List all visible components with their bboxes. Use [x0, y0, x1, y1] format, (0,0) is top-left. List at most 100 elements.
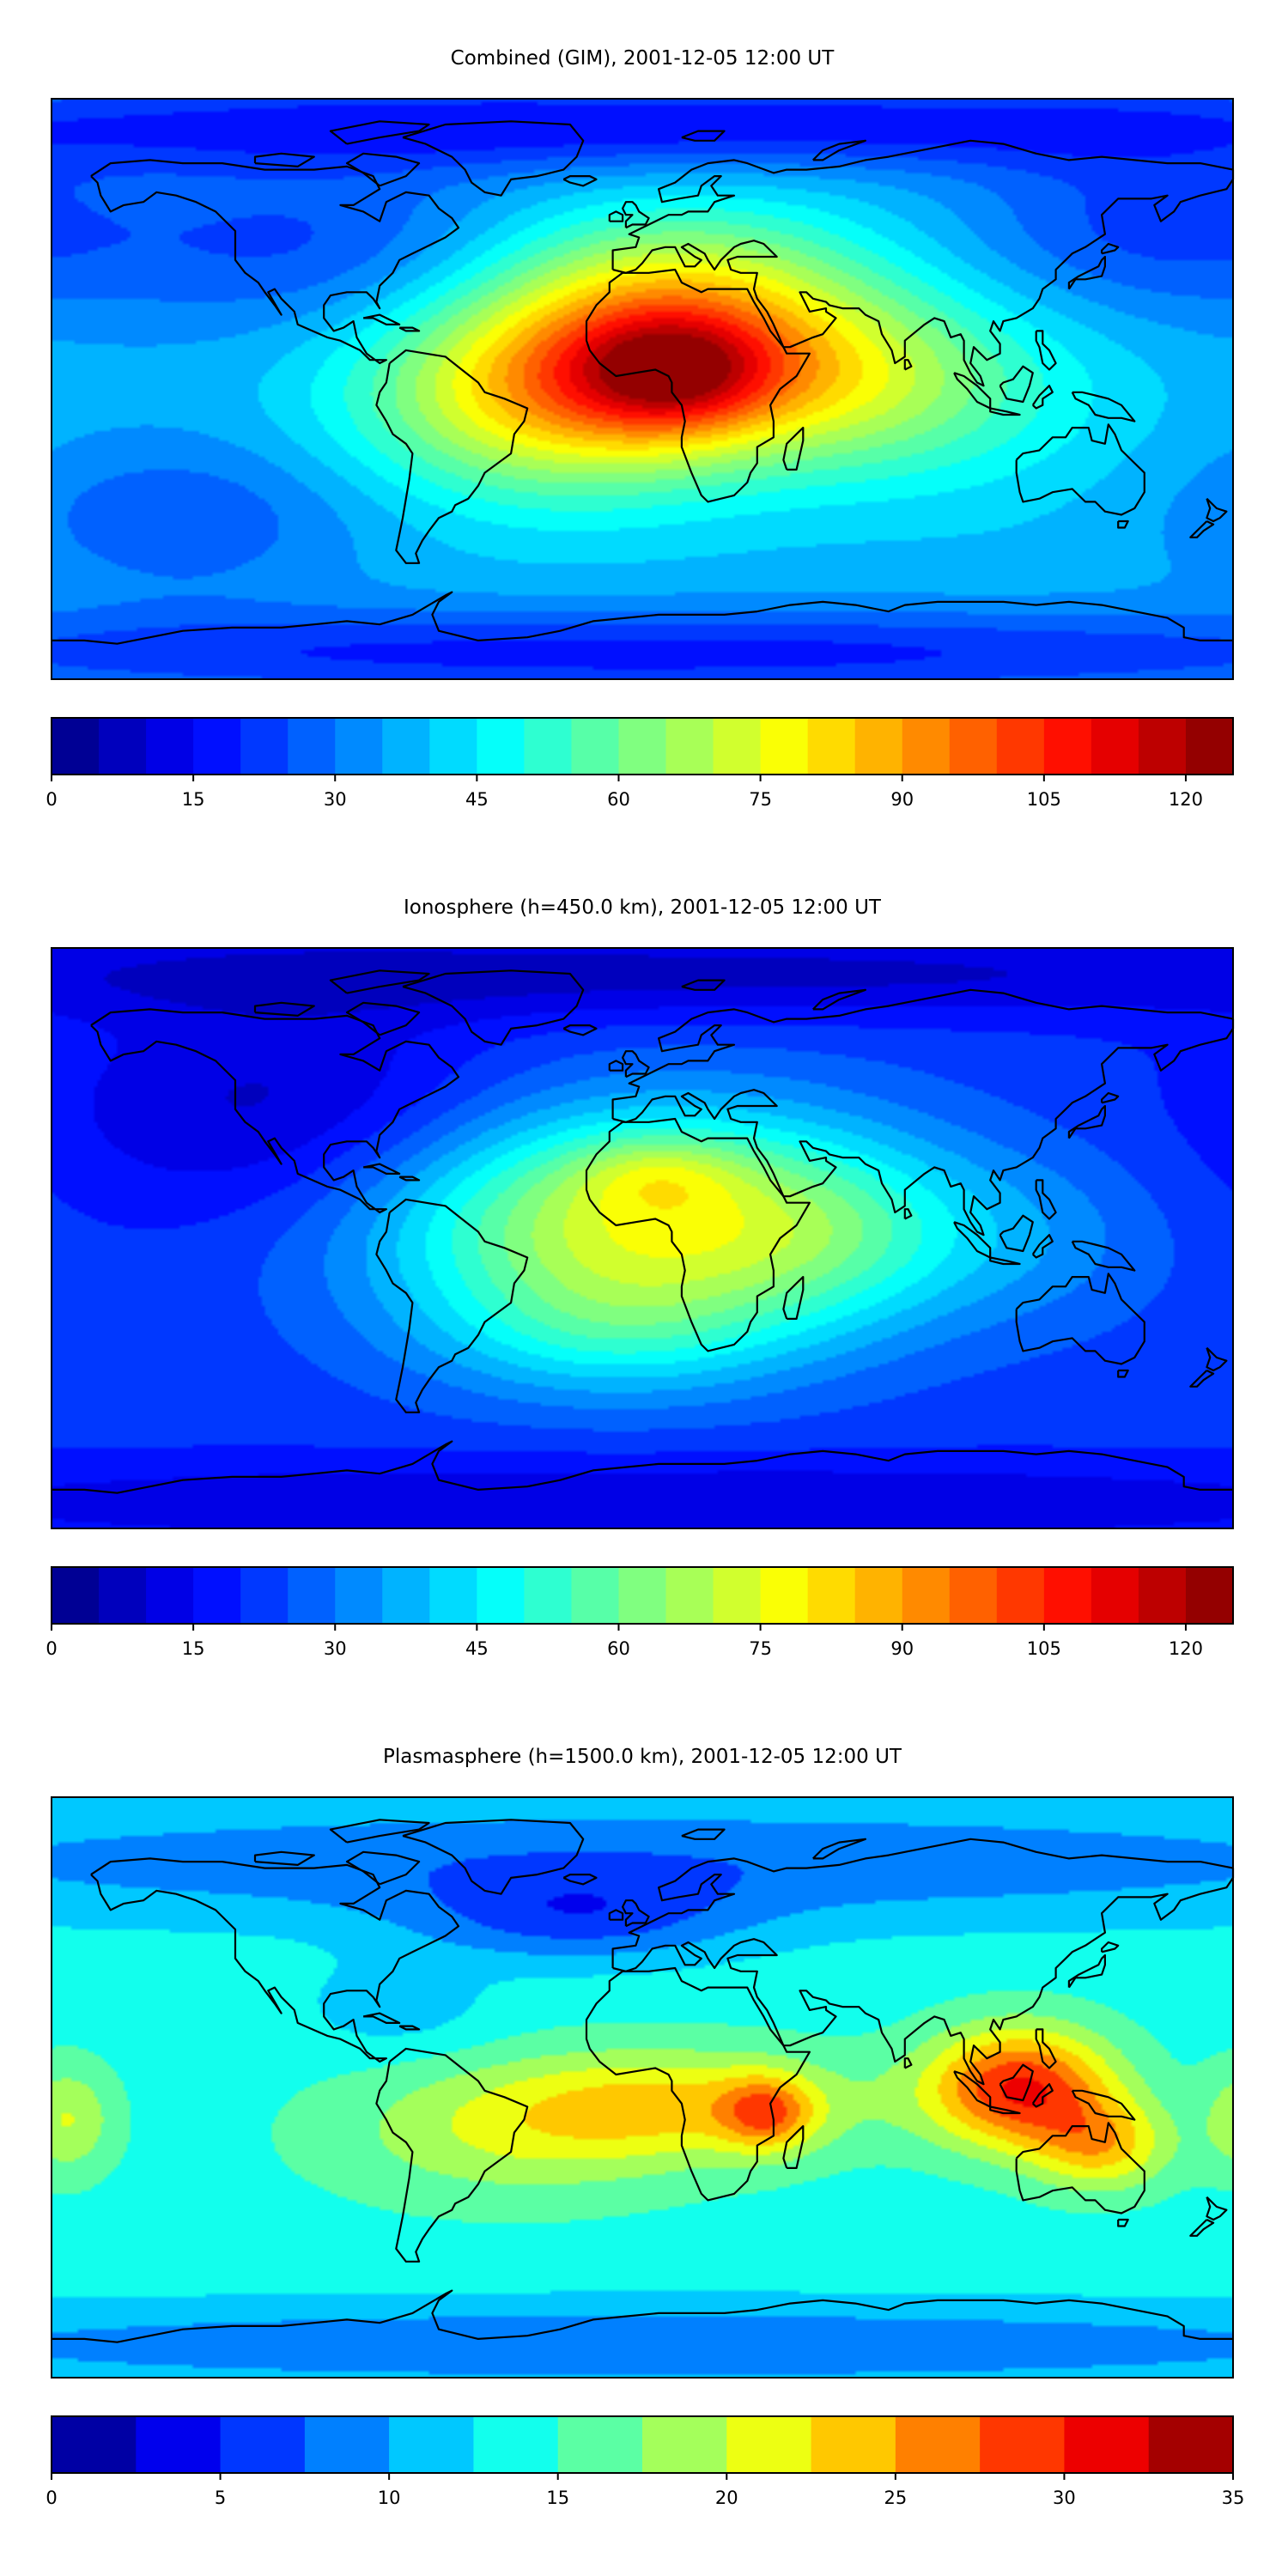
colorbar-swatch-17	[854, 1567, 903, 1624]
colorbar-tick-label: 15	[182, 789, 205, 810]
coastline-0	[90, 159, 460, 365]
coastline-25	[812, 139, 867, 161]
coastline-4	[782, 2125, 805, 2169]
colorbar-tick-label: 105	[1027, 789, 1061, 810]
coastline-3	[585, 1966, 811, 2202]
coastline-1	[402, 1819, 585, 1895]
coastline-5	[611, 988, 1235, 1236]
coastline-2	[375, 349, 529, 564]
colorbar: 0 15 30 45 60 75 90 105 120	[46, 717, 1234, 810]
colorbar-tick-label: 45	[465, 789, 489, 810]
colorbar-swatch-3	[193, 1567, 241, 1624]
colorbar-tick-label: 30	[1053, 2488, 1076, 2508]
colorbar-swatch-6	[557, 2416, 643, 2473]
colorbar-frame	[51, 717, 1234, 775]
coastline-10	[1100, 242, 1120, 255]
colorbar-swatch-10	[895, 2416, 981, 2473]
colorbar-swatch-5	[473, 2416, 559, 2473]
coastline-19	[1117, 519, 1129, 529]
coastline-3	[585, 1117, 811, 1352]
coastline-20	[1206, 497, 1228, 523]
colorbar-swatch-15	[760, 1567, 809, 1624]
coastline-3	[585, 268, 811, 503]
colorbar-swatch-14	[713, 1567, 762, 1624]
heatmap-image	[52, 948, 1233, 1528]
colorbar-tick-label: 105	[1027, 1638, 1061, 1659]
colorbar-swatch-9	[811, 2416, 896, 2473]
coastline-13	[989, 2105, 1021, 2115]
panel-combined: Combined (GIM), 2001-12-05 12:00 UT 0 15 3…	[46, 47, 1235, 810]
colorbar-swatch-0	[52, 1567, 100, 1624]
coastline-21	[1189, 520, 1215, 538]
coastline-11	[903, 2057, 913, 2069]
colorbar-tick-label: 90	[890, 789, 914, 810]
colorbar-frame	[51, 2415, 1234, 2474]
colorbar-swatch-10	[524, 1567, 573, 1624]
colorbar-swatch-8	[429, 718, 477, 775]
panel-ionosphere: Ionosphere (h=450.0 km), 2001-12-05 12:0…	[46, 896, 1235, 1659]
colorbar-swatch-4	[240, 718, 289, 775]
coastline-15	[1031, 1234, 1054, 1259]
colorbar-tick-label: 20	[715, 2488, 738, 2508]
colorbar-swatch-24	[1185, 1567, 1234, 1624]
coastline-15	[1031, 2083, 1054, 2108]
colorbar-tick-label: 120	[1169, 1638, 1203, 1659]
colorbar-tick-label: 30	[324, 1638, 347, 1659]
coastline-6	[621, 1050, 650, 1078]
coastline-15	[1031, 385, 1054, 410]
coastline-9	[1067, 1104, 1107, 1139]
coastline-24	[681, 979, 726, 991]
colorbar-tick-label: 30	[324, 789, 347, 810]
coastline-25	[812, 1838, 867, 1860]
coastline-14	[999, 2063, 1034, 2102]
colorbar-tick-label: 60	[607, 789, 630, 810]
coastline-5	[611, 1838, 1235, 2086]
coastline-27	[329, 969, 430, 994]
colorbar-swatch-11	[571, 1567, 620, 1624]
coastline-22	[362, 2012, 401, 2024]
chart-title: Combined (GIM), 2001-12-05 12:00 UT	[451, 47, 835, 70]
coastline-0	[90, 1008, 460, 1214]
coastline-28	[253, 1001, 315, 1018]
coastline-9	[1067, 255, 1107, 290]
colorbar-swatch-13	[665, 1567, 714, 1624]
colorbar-swatch-9	[477, 1567, 525, 1624]
colorbar-swatch-8	[429, 1567, 477, 1624]
colorbar-swatch-2	[220, 2416, 306, 2473]
colorbar-swatch-6	[335, 718, 383, 775]
colorbar-swatch-5	[288, 718, 336, 775]
colorbar: 0 5 10 15 20 25 30 35	[46, 2415, 1245, 2508]
coastline-28	[253, 152, 315, 167]
coastline-29	[52, 591, 1233, 645]
colorbar-tick-label: 0	[46, 1638, 57, 1659]
coastline-16	[1035, 1179, 1057, 1220]
coastline-29	[52, 2289, 1233, 2343]
coastline-17	[1071, 1240, 1136, 1272]
colorbar-swatch-19	[949, 718, 998, 775]
coastline-16	[1035, 330, 1057, 371]
colorbar-swatch-23	[1138, 1567, 1187, 1624]
colorbar-swatch-12	[618, 1567, 667, 1624]
coastline-18	[1015, 423, 1145, 516]
coastline-9	[1067, 1953, 1107, 1989]
colorbar-tick-label: 0	[46, 2488, 57, 2508]
colorbar-swatch-18	[902, 718, 951, 775]
coastline-11	[903, 1208, 913, 1220]
coastline-27	[329, 1819, 430, 1844]
chart-title: Plasmasphere (h=1500.0 km), 2001-12-05 1…	[383, 1746, 902, 1768]
chart-title: Ionosphere (h=450.0 km), 2001-12-05 12:0…	[404, 896, 882, 919]
coastline-23	[398, 1176, 421, 1182]
colorbar-swatch-3	[193, 718, 241, 775]
colorbar-swatch-15	[760, 718, 809, 775]
colorbar-swatch-16	[807, 718, 856, 775]
coastline-22	[362, 313, 401, 325]
colorbar-swatch-0	[52, 2416, 137, 2473]
colorbar-tick-label: 35	[1222, 2488, 1245, 2508]
colorbar-swatch-9	[477, 718, 525, 775]
panel-plasmasphere: Plasmasphere (h=1500.0 km), 2001-12-05 1…	[46, 1746, 1244, 2508]
coastline-13	[989, 407, 1021, 416]
coastline-23	[398, 326, 421, 332]
colorbar-tick-label: 45	[465, 1638, 489, 1659]
coastline-10	[1100, 1091, 1120, 1104]
